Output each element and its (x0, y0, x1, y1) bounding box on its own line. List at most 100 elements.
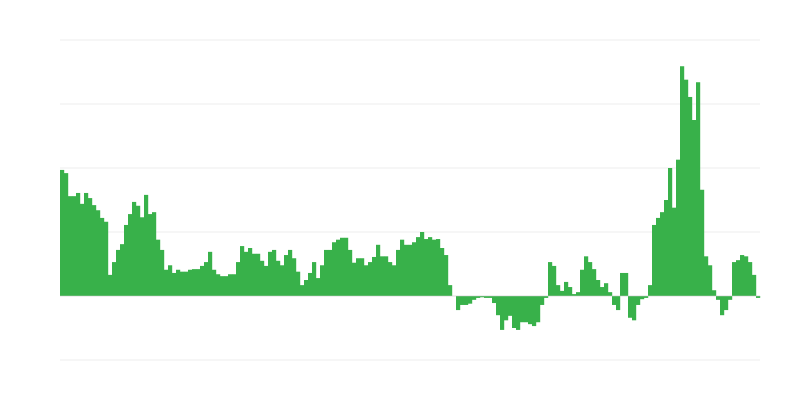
bar (268, 251, 273, 296)
bar (716, 296, 721, 300)
bar (336, 239, 341, 296)
bar (636, 296, 641, 305)
bar (280, 265, 285, 296)
bars (60, 66, 761, 330)
bar (328, 249, 333, 296)
bar (736, 260, 741, 296)
grid-lines (60, 39, 760, 361)
bar (116, 249, 121, 296)
bar (472, 296, 477, 300)
bar (552, 265, 557, 296)
bar (700, 189, 705, 296)
bar (120, 244, 125, 296)
bar (536, 296, 541, 323)
bar (584, 256, 589, 296)
bar (196, 269, 201, 296)
bar (648, 285, 653, 296)
bar (668, 168, 673, 296)
bar (60, 169, 65, 296)
bar (516, 296, 521, 330)
bar (364, 265, 369, 296)
bar (192, 269, 197, 296)
bar (432, 239, 437, 296)
bar (728, 296, 733, 300)
bar (80, 203, 85, 296)
bar (484, 296, 489, 298)
bar (428, 237, 433, 296)
bar (284, 255, 289, 296)
bar (300, 285, 305, 296)
bar (216, 274, 221, 296)
bar (168, 265, 173, 296)
bar (688, 96, 693, 297)
bar (332, 242, 337, 296)
bar (240, 246, 245, 296)
bar (544, 296, 549, 298)
bar (652, 224, 657, 296)
bar (156, 239, 161, 296)
bar (556, 285, 561, 296)
bar (176, 269, 181, 296)
bar (368, 262, 373, 296)
bar (740, 255, 745, 296)
bar (356, 258, 361, 296)
bar (72, 196, 77, 296)
bar (64, 173, 69, 296)
bar (264, 265, 269, 296)
bar (104, 221, 109, 296)
bar (616, 296, 621, 311)
bar (112, 262, 117, 296)
bar (624, 272, 629, 296)
bar (684, 79, 689, 297)
bar (468, 296, 473, 304)
bar (504, 296, 509, 321)
bar (664, 200, 669, 296)
bar (272, 249, 277, 296)
bar (352, 262, 357, 296)
bar (92, 205, 97, 296)
bar (232, 274, 237, 296)
bar (592, 269, 597, 296)
bar (228, 274, 233, 296)
bar (340, 237, 345, 296)
bar (400, 239, 405, 296)
bar (540, 296, 545, 305)
bar (128, 214, 133, 296)
bar (384, 256, 389, 296)
bar (660, 212, 665, 296)
bar (140, 217, 145, 296)
bar (248, 248, 253, 296)
bar (324, 249, 329, 296)
bar (508, 296, 513, 316)
bar (572, 294, 577, 296)
bar (476, 296, 481, 298)
bar (604, 283, 609, 296)
bar (756, 296, 761, 298)
bar (492, 296, 497, 304)
bar (304, 280, 309, 296)
bar (84, 192, 89, 296)
bar (640, 296, 645, 300)
bar (644, 296, 649, 298)
bar (136, 205, 141, 296)
bar (528, 296, 533, 325)
bar (588, 262, 593, 296)
bar (608, 292, 613, 296)
bar (184, 271, 189, 296)
bar (236, 262, 241, 296)
bar (188, 269, 193, 296)
bar (148, 214, 153, 296)
bar (416, 237, 421, 296)
bar (152, 212, 157, 296)
bar (392, 265, 397, 296)
bar (164, 269, 169, 296)
bar (732, 262, 737, 296)
bar (488, 296, 493, 298)
bar (460, 296, 465, 305)
bar (316, 278, 321, 296)
bar (244, 251, 249, 296)
bar (372, 256, 377, 296)
bar (708, 265, 713, 296)
bar (396, 249, 401, 296)
bar (68, 196, 73, 296)
